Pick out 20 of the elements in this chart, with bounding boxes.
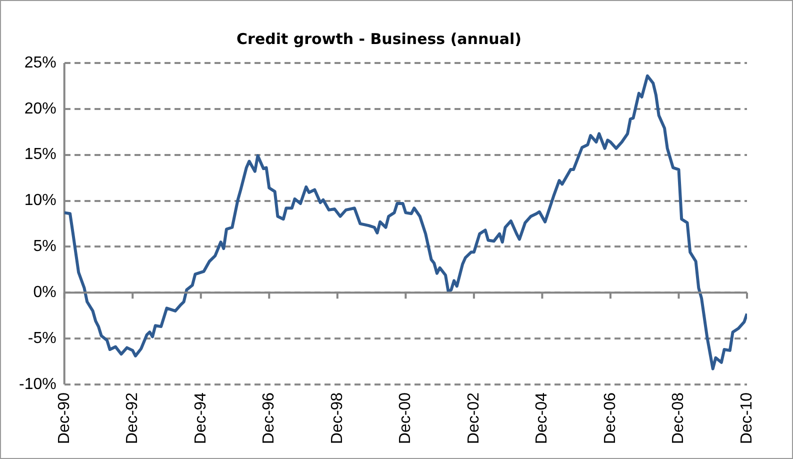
y-tick-label: -10% bbox=[18, 376, 56, 393]
y-tick-label: 0% bbox=[33, 284, 56, 301]
y-tick-label: 10% bbox=[24, 192, 56, 210]
x-tick-label: Dec-00 bbox=[397, 392, 414, 444]
y-tick-label: 15% bbox=[24, 146, 56, 164]
chart-title: Credit growth - Business (annual) bbox=[236, 30, 522, 48]
x-tick-label: Dec-06 bbox=[602, 392, 619, 444]
x-tick-label: Dec-10 bbox=[738, 392, 756, 444]
y-tick-label: 25% bbox=[24, 54, 56, 72]
x-tick-label: Dec-90 bbox=[56, 392, 73, 444]
x-tick-label: Dec-98 bbox=[328, 392, 346, 444]
x-tick-label: Dec-08 bbox=[670, 392, 688, 444]
y-tick-label: 5% bbox=[33, 238, 56, 256]
x-tick-label: Dec-94 bbox=[192, 392, 210, 444]
x-tick-label: Dec-04 bbox=[534, 392, 551, 444]
x-tick-label: Dec-92 bbox=[124, 392, 142, 444]
y-tick-label: 20% bbox=[24, 100, 56, 118]
x-tick-label: Dec-02 bbox=[465, 392, 482, 444]
x-tick-label: Dec-96 bbox=[260, 392, 278, 444]
y-tick-label: -5% bbox=[28, 330, 56, 347]
